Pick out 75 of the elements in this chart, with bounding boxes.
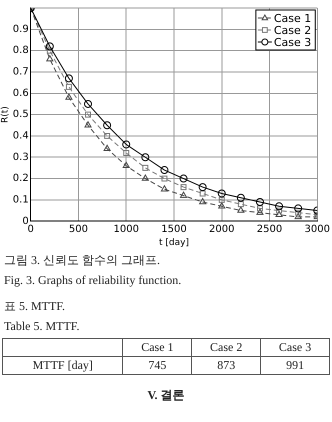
point — [276, 210, 283, 218]
legend-label: Case 3 — [274, 36, 312, 49]
text: 표 5. MTTF. — [4, 298, 66, 315]
point — [64, 74, 73, 82]
point — [104, 144, 111, 151]
point — [142, 164, 148, 171]
text: Case 1 — [122, 338, 192, 356]
point — [84, 121, 92, 128]
point — [180, 184, 187, 190]
point — [46, 42, 54, 50]
point — [65, 94, 72, 100]
y-tick-label: 0.9 — [12, 24, 29, 35]
x-tick-label: 2500 — [256, 224, 282, 235]
point — [295, 210, 302, 216]
text: MTTF [day] — [2, 356, 123, 374]
point — [180, 174, 188, 183]
text: 745 — [122, 356, 192, 374]
text: V. 결론 — [146, 387, 186, 404]
y-tick-label: 0.1 — [12, 194, 29, 206]
point — [123, 150, 130, 156]
point — [275, 202, 284, 210]
y-tick-label: 0.3 — [12, 152, 29, 163]
point — [294, 204, 302, 212]
caption: 그림 3. 신뢰도 함수의 그래프. — [4, 252, 161, 269]
point — [218, 196, 225, 203]
point — [84, 100, 92, 108]
point — [276, 208, 282, 214]
point — [142, 174, 149, 181]
x-tick-label: 500 — [68, 224, 88, 235]
legend-label: Case 1 — [274, 12, 312, 25]
y-tick-label: 0.5 — [12, 109, 29, 120]
point — [218, 189, 226, 198]
point — [294, 212, 302, 220]
y-tick-label: 0.6 — [12, 88, 29, 99]
point — [199, 198, 206, 204]
point — [122, 140, 130, 148]
point — [256, 198, 264, 206]
point — [85, 112, 91, 118]
point — [66, 84, 72, 90]
point — [103, 121, 112, 130]
point — [200, 190, 206, 196]
y-axis-title: R(t) — [0, 106, 11, 124]
x-tick-label: 1500 — [161, 224, 187, 235]
y-tick-label: 0.4 — [12, 130, 29, 142]
x-tick-label: 3000 — [304, 224, 330, 235]
point — [236, 194, 245, 202]
x-tick-label: 1000 — [114, 224, 139, 235]
point — [122, 162, 130, 168]
point — [218, 202, 226, 209]
point — [238, 201, 244, 208]
y-tick-label: 0.8 — [12, 45, 29, 56]
point — [180, 192, 188, 198]
point — [141, 153, 150, 162]
caption: Fig. 3. Graphs of reliability function. — [4, 273, 182, 288]
text: 991 — [260, 356, 330, 374]
point — [256, 208, 264, 215]
point — [237, 206, 244, 213]
point — [46, 48, 53, 54]
y-tick-label: 0.7 — [12, 66, 29, 78]
text: Case 3 — [260, 338, 330, 356]
point — [256, 205, 263, 212]
y-tick-label: 0.2 — [12, 173, 29, 184]
point — [161, 176, 168, 182]
point — [104, 132, 110, 139]
caption: Table 5. MTTF. — [4, 319, 81, 334]
text: Case 2 — [192, 338, 261, 356]
x-tick-label: 2000 — [209, 224, 234, 235]
legend-label: Case 2 — [274, 24, 312, 37]
point — [46, 55, 54, 62]
text: 873 — [192, 356, 261, 374]
point — [160, 166, 168, 174]
point — [198, 183, 207, 192]
x-axis-title: t [day] — [159, 238, 189, 248]
y-tick-label: 0 — [22, 216, 29, 227]
point — [160, 185, 168, 192]
